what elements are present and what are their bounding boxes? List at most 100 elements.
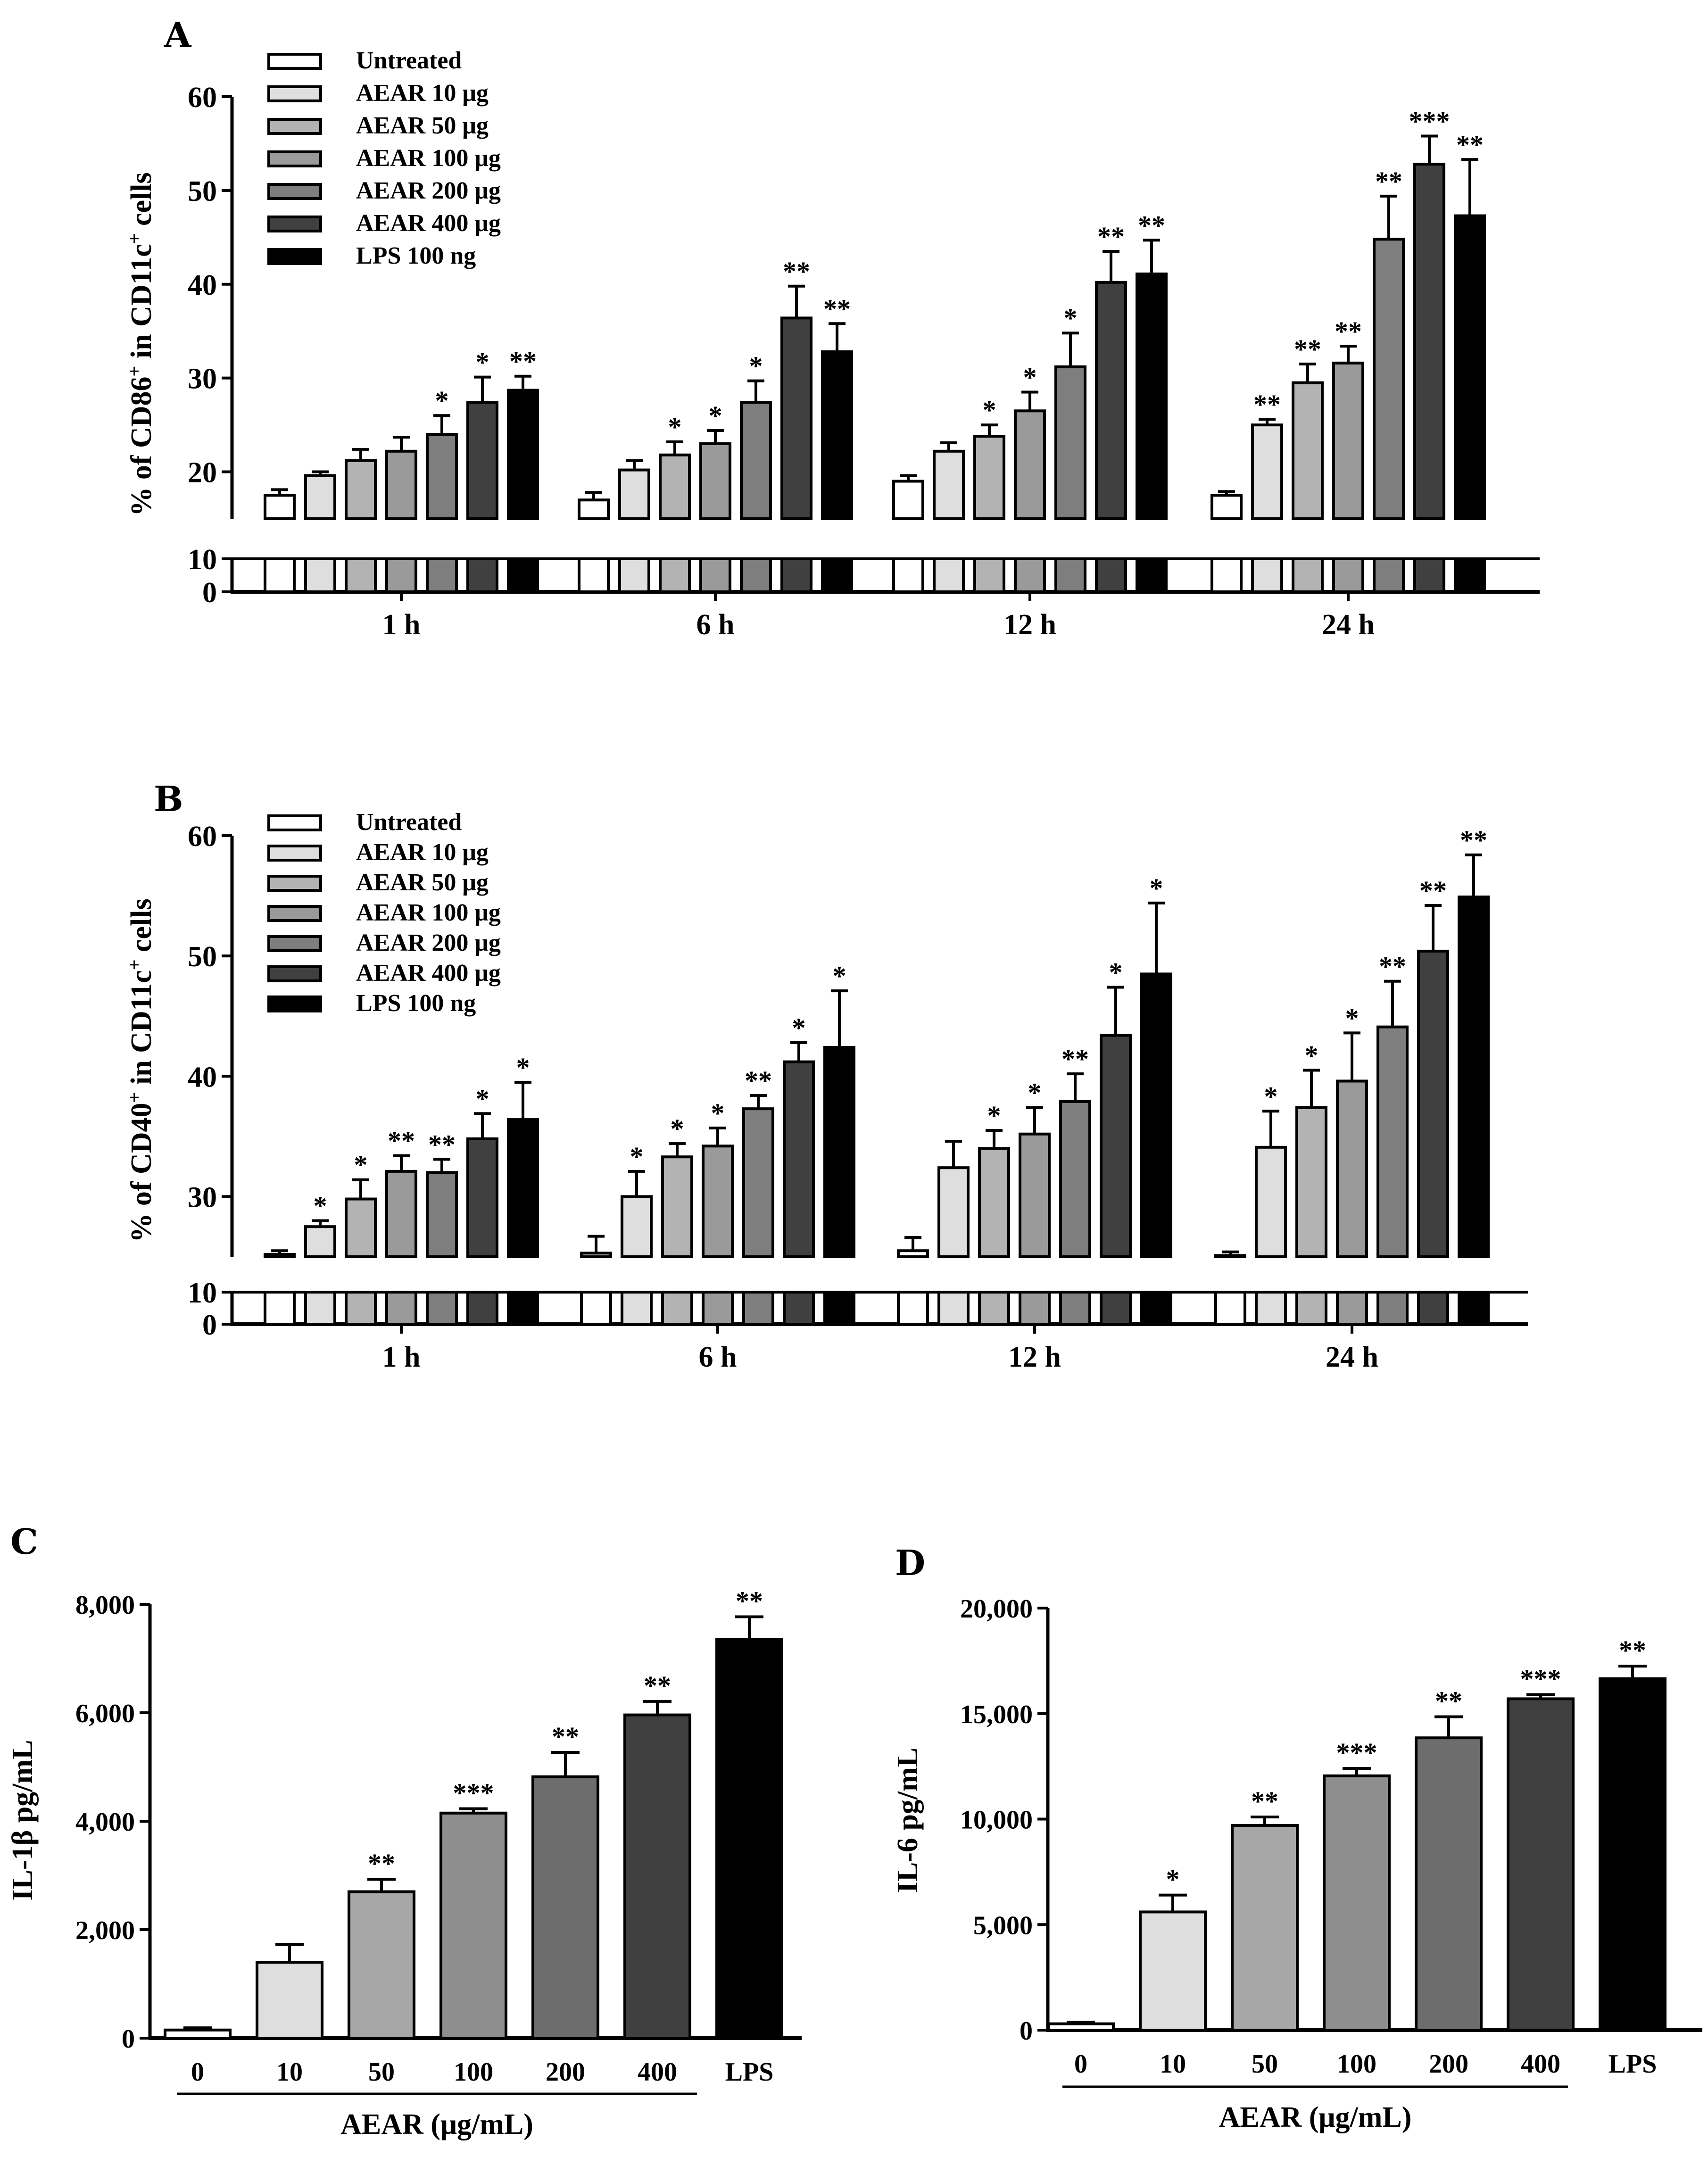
bar xyxy=(426,433,458,520)
x-tick-label: 10 xyxy=(276,2057,303,2087)
legend-label: AEAR 100 μg xyxy=(356,899,501,926)
bar xyxy=(1095,281,1127,520)
significance-marker: * xyxy=(833,961,846,991)
panel-label-b: B xyxy=(154,779,183,820)
significance-marker: * xyxy=(476,347,489,378)
y-axis-title-part: in CD11c xyxy=(125,244,158,365)
bar-lower-segment xyxy=(1376,1291,1409,1326)
bar xyxy=(264,1253,296,1259)
legend-swatch xyxy=(267,935,322,952)
y-tick-label: 0 xyxy=(122,2024,135,2054)
bar-lower-segment xyxy=(578,557,610,593)
legend-label: Untreated xyxy=(356,47,462,74)
significance-marker: ** xyxy=(745,1065,772,1096)
significance-marker: * xyxy=(476,1083,489,1114)
bar-lower-segment xyxy=(933,557,965,593)
bar xyxy=(1251,423,1283,520)
bar-lower-segment xyxy=(823,1291,855,1326)
y-axis-title-part: cells xyxy=(125,172,158,233)
bar xyxy=(426,1171,458,1258)
legend-label: AEAR 100 μg xyxy=(356,145,501,172)
bar xyxy=(507,1118,539,1259)
bar xyxy=(699,442,731,521)
y-tick-label: 60 xyxy=(188,82,217,114)
bar xyxy=(1507,1697,1575,2032)
significance-marker: ** xyxy=(736,1585,763,1616)
bar xyxy=(783,1060,815,1258)
bar-lower-segment xyxy=(304,557,336,593)
bar-lower-segment xyxy=(385,557,417,593)
bar-lower-segment xyxy=(1095,557,1127,593)
bar xyxy=(1059,1100,1091,1258)
bar xyxy=(978,1147,1010,1258)
legend-swatch xyxy=(267,183,322,200)
bar xyxy=(1292,381,1324,520)
bar-lower-segment xyxy=(426,1291,458,1326)
significance-marker: * xyxy=(1109,957,1123,987)
significance-marker: ** xyxy=(1294,334,1321,365)
bar-lower-segment xyxy=(740,557,772,593)
legend-swatch xyxy=(267,965,322,982)
bar xyxy=(345,459,377,521)
significance-marker: * xyxy=(749,351,763,382)
y-tick-label: 0 xyxy=(202,577,217,609)
panel-label-c: C xyxy=(10,1522,38,1562)
bar-lower-segment xyxy=(345,1291,377,1326)
significance-marker: * xyxy=(516,1052,530,1083)
bar-lower-segment xyxy=(264,1291,296,1326)
bar xyxy=(742,1107,774,1259)
bar xyxy=(1373,238,1405,520)
y-tick-label: 2,000 xyxy=(75,1916,135,1945)
chart-d: 0 5,000 10,000 15,000 20,000 IL-6 pg/mL 0 * 10 **… xyxy=(892,1594,1702,2133)
bar-lower-segment xyxy=(702,1291,734,1326)
y-axis-title-part: in CD11c xyxy=(125,970,158,1092)
bar-lower-segment xyxy=(783,1291,815,1326)
y-axis-title: % of CD40+ in CD11c+ cells xyxy=(124,898,158,1242)
legend-swatch xyxy=(267,53,322,70)
legend-swatch xyxy=(267,248,322,265)
significance-marker: * xyxy=(1264,1081,1278,1112)
bar xyxy=(661,1155,693,1259)
bar-lower-segment xyxy=(1454,557,1486,593)
bar xyxy=(348,1890,415,2040)
bar xyxy=(780,316,813,521)
x-tick-label: 100 xyxy=(454,2057,493,2087)
y-axis-title-part: % of CD86 xyxy=(125,376,158,516)
x-tick-label: 0 xyxy=(1074,2049,1087,2079)
bar-lower-segment xyxy=(1255,1291,1287,1326)
significance-marker: * xyxy=(711,1098,725,1128)
bar xyxy=(580,1252,612,1258)
significance-marker: * xyxy=(1023,362,1037,393)
x-tick-label: 1 h xyxy=(382,1341,421,1373)
bar xyxy=(1019,1132,1051,1259)
y-axis-title-superscript: + xyxy=(124,233,145,244)
bar-lower-segment xyxy=(1417,1291,1449,1326)
bar xyxy=(1417,949,1449,1258)
bar-lower-segment xyxy=(661,1291,693,1326)
bar xyxy=(740,401,772,521)
x-tick-label: 1 h xyxy=(382,609,421,641)
legend-swatch xyxy=(267,118,322,135)
bar-lower-segment xyxy=(1295,1291,1327,1326)
bar xyxy=(466,1137,498,1258)
bar-lower-segment xyxy=(892,557,924,593)
bar-lower-segment xyxy=(1054,557,1086,593)
y-tick-label: 40 xyxy=(188,1061,217,1093)
bar-lower-segment xyxy=(699,557,731,593)
legend-swatch xyxy=(267,85,322,102)
legend-label: AEAR 200 μg xyxy=(356,177,501,204)
x-tick-label: 400 xyxy=(638,2057,677,2087)
x-tick-label: 400 xyxy=(1521,2049,1560,2079)
bar-lower-segment xyxy=(507,557,539,593)
bar xyxy=(892,480,924,521)
bar xyxy=(937,1166,970,1259)
bar xyxy=(264,494,296,521)
significance-marker: * xyxy=(671,1113,684,1144)
bar-lower-segment xyxy=(618,557,650,593)
significance-marker: ** xyxy=(1419,875,1447,906)
bar xyxy=(385,449,417,520)
x-tick-label: 24 h xyxy=(1326,1341,1378,1373)
bar xyxy=(897,1249,929,1259)
